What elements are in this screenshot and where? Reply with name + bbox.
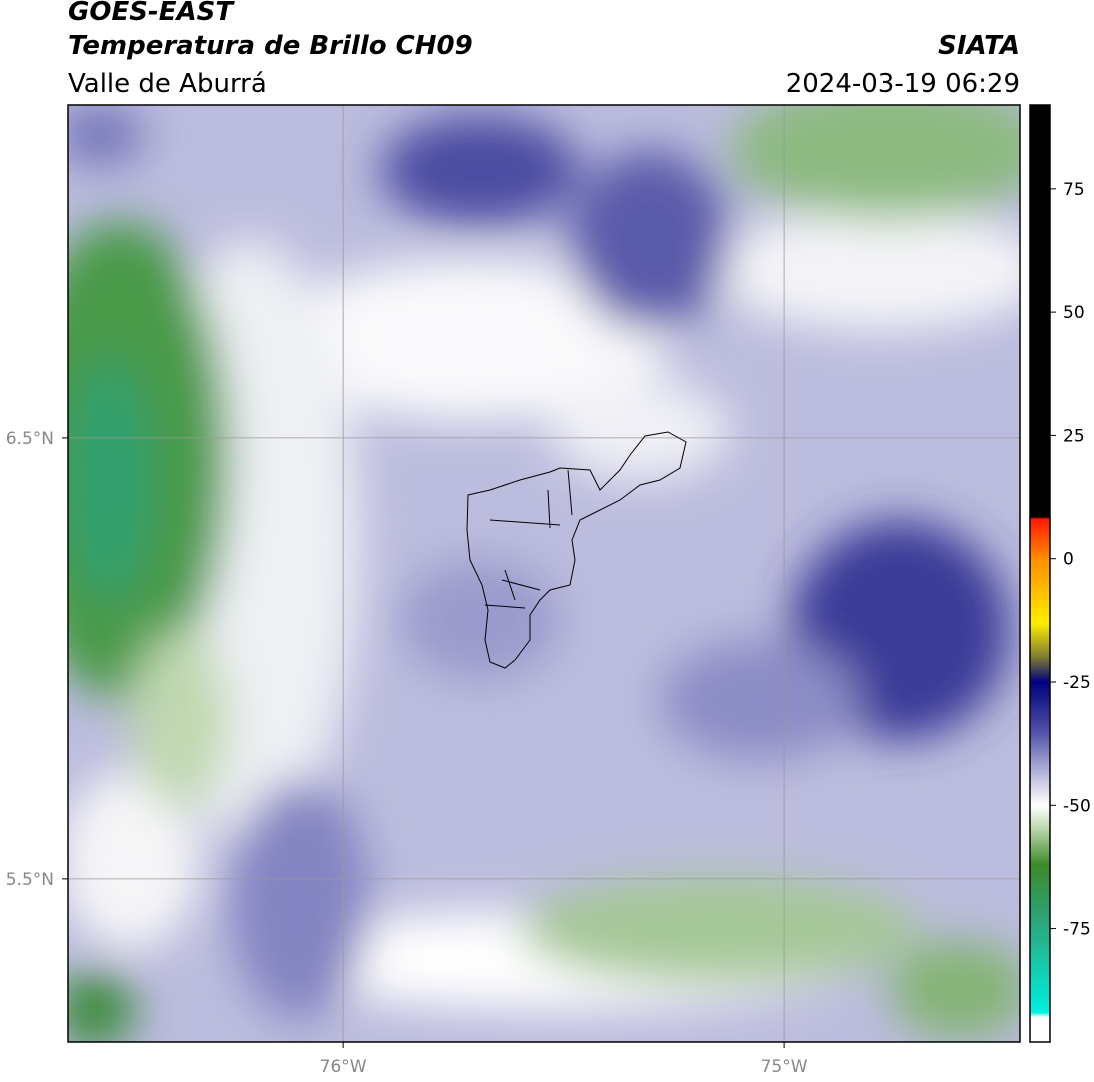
map-frame (67, 104, 1021, 1043)
colorbar-tick-label: 75 (1063, 180, 1085, 200)
colorbar-tick-label: 0 (1063, 550, 1074, 570)
x-tick-label: 75°W (761, 1057, 808, 1077)
y-tick-label: 6.5°N (6, 429, 54, 449)
colorbar (1029, 104, 1051, 1043)
subtitle: Temperatura de Brillo CH09 (68, 31, 473, 61)
colorbar-tick-label: -50 (1063, 796, 1091, 816)
brightness-field (68, 105, 1020, 1042)
colorbar-tick-label: 50 (1063, 303, 1085, 323)
x-tick-label: 76°W (320, 1057, 367, 1077)
y-tick-label: 5.5°N (6, 870, 54, 890)
colorbar-tick-label: -25 (1063, 673, 1091, 693)
colorbar-tick-label: 25 (1063, 426, 1085, 446)
title: GOES-EAST (68, 0, 235, 27)
datetime: 2024-03-19 06:29 (786, 69, 1020, 99)
colorbar-tick-label: -75 (1063, 920, 1091, 940)
region: Valle de Aburrá (68, 69, 267, 99)
valley-boundary (466, 431, 687, 669)
source: SIATA (938, 31, 1020, 61)
graticule (68, 105, 1020, 1042)
